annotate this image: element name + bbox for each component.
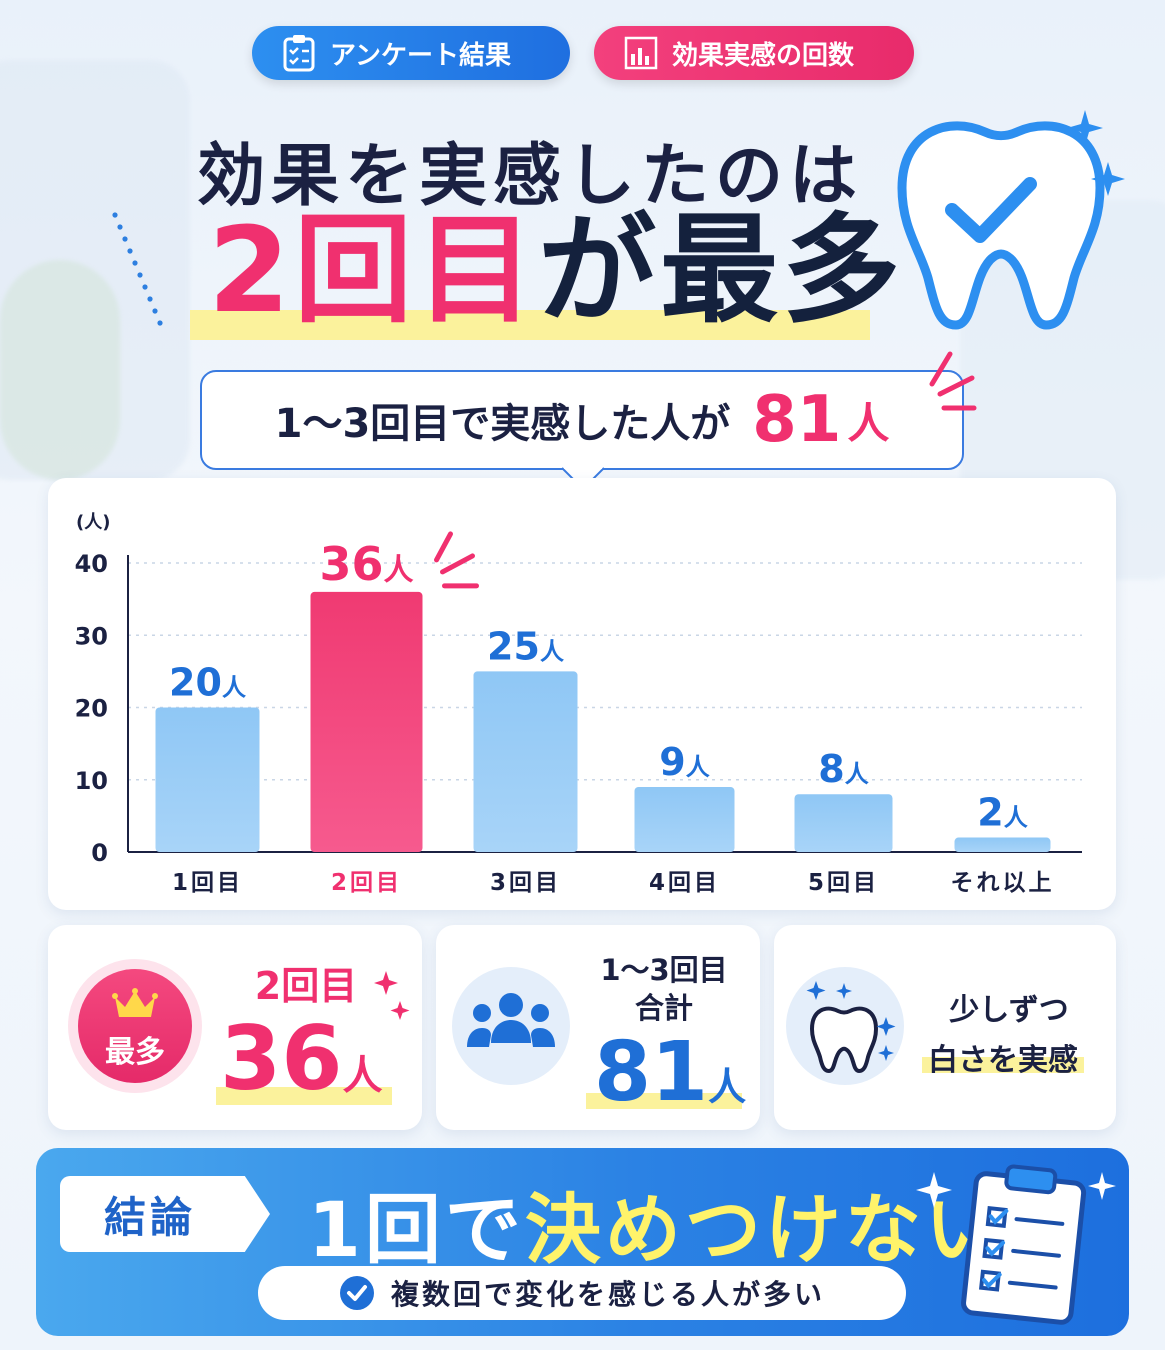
whitening-line2: 白さを実感 — [928, 1043, 1078, 1078]
callout-text: 1〜3回目で実感した人が — [274, 401, 731, 447]
max-label: 2回目 — [254, 964, 358, 1008]
people-icon — [467, 993, 555, 1047]
chart-card: (人) 0 10 20 30 40 20人 1回目 36人 2回目 25人 3回目 9人 4回目 8人 5回目… — [48, 478, 1116, 910]
sparkle-icon — [1088, 1172, 1116, 1200]
y-tick-label: 0 — [91, 839, 108, 867]
bar — [634, 786, 735, 852]
max-value-unit: 人 — [342, 1053, 383, 1099]
headline-highlight-bar — [190, 310, 870, 340]
total-label2: 合計 — [634, 991, 693, 1025]
bar-value-label: 8人 — [818, 747, 868, 791]
bar — [794, 794, 893, 852]
x-tick-label: それ以上 — [951, 870, 1055, 896]
stat-card-max: 最多 2回目 36人 — [48, 925, 422, 1130]
bar-value-label: 9人 — [659, 740, 709, 784]
effect-badge: 効果実感の回数 — [594, 26, 914, 80]
total-value: 81人 — [594, 1025, 746, 1120]
bar — [473, 671, 578, 852]
total-value-unit: 人 — [708, 1065, 747, 1109]
stat-card-total: 1〜3回目 合計 81人 — [436, 925, 760, 1130]
headline-line1: 効果を実感したのは — [196, 137, 863, 216]
x-tick-label: 3回目 — [490, 870, 561, 896]
y-axis-unit-label: (人) — [76, 512, 110, 533]
bar-chart-icon — [624, 36, 658, 70]
check-circle-icon — [339, 1276, 374, 1310]
bar — [155, 707, 260, 852]
max-value-number: 36 — [220, 1007, 343, 1110]
max-value: 36人 — [220, 1007, 382, 1110]
conclusion-main-prefix: 1回で — [308, 1185, 525, 1274]
conclusion-main-highlight: 決めつけない — [524, 1185, 1005, 1274]
crown-icon — [112, 988, 158, 1017]
total-label1: 1〜3回目 — [600, 953, 728, 987]
y-tick-label: 40 — [75, 550, 108, 578]
x-tick-label: 4回目 — [649, 870, 720, 896]
bar-value-label: 2人 — [977, 791, 1027, 835]
checklist-icon — [961, 1164, 1087, 1325]
dotted-line-decoration — [112, 212, 163, 326]
survey-badge-label: アンケート結果 — [330, 40, 511, 71]
conclusion-main: 1回で決めつけない — [308, 1168, 1005, 1278]
effect-badge-label: 効果実感の回数 — [672, 40, 855, 71]
total-value-number: 81 — [594, 1025, 709, 1120]
x-tick-label: 1回目 — [172, 870, 243, 896]
callout-unit: 人 — [847, 398, 890, 448]
y-tick-label: 20 — [75, 695, 108, 723]
bar-value-label: 20人 — [169, 661, 246, 705]
max-value-highlight — [216, 1087, 392, 1105]
sparkle-icon — [916, 1172, 952, 1208]
y-tick-label: 30 — [75, 622, 108, 650]
bar-value-label: 25人 — [487, 624, 564, 668]
whitening-line2-highlight — [922, 1057, 1084, 1073]
bar-chart: (人) 0 10 20 30 40 20人 1回目 36人 2回目 25人 3回目 9人 4回目 8人 5回目… — [75, 512, 1082, 896]
conclusion-sub-pill: 複数回で変化を感じる人が多い — [258, 1266, 906, 1320]
conclusion-tag: 結論 — [60, 1176, 270, 1252]
conclusion-banner: 結論 1回で決めつけない 複数回で変化を感じる人が多い — [36, 1148, 1129, 1336]
tooth-check-icon — [897, 110, 1125, 330]
summary-callout: 1〜3回目で実感した人が 81 人 — [200, 370, 964, 470]
callout-number: 81 — [752, 383, 842, 457]
bar — [310, 591, 423, 852]
headline-line2: 2回目が最多 — [190, 205, 900, 340]
bar-value-label: 36人 — [319, 537, 413, 591]
sparkle-tooth-icon — [806, 981, 896, 1073]
stat-card-whitening: 少しずつ 白さを実感 — [774, 925, 1116, 1130]
headline-highlight-text: 2回目 — [208, 201, 539, 339]
whitening-line1: 少しずつ — [949, 993, 1069, 1028]
conclusion-sub-text: 複数回で変化を感じる人が多い — [390, 1278, 825, 1311]
conclusion-tag-label: 結論 — [104, 1192, 197, 1242]
max-badge-label: 最多 — [105, 1035, 165, 1070]
burst-lines-icon — [929, 351, 977, 411]
x-tick-label: 5回目 — [808, 870, 879, 896]
x-tick-label: 2回目 — [331, 870, 402, 896]
total-value-highlight — [586, 1093, 742, 1109]
bar — [954, 837, 1051, 852]
clipboard-icon — [283, 35, 315, 72]
headline-rest-text: が最多 — [538, 201, 905, 339]
highlight-burst-line — [434, 531, 453, 563]
y-tick-label: 10 — [75, 767, 108, 795]
sparkle-icon — [374, 971, 410, 1020]
survey-badge: アンケート結果 — [252, 26, 570, 80]
highlight-burst-line — [440, 553, 475, 575]
